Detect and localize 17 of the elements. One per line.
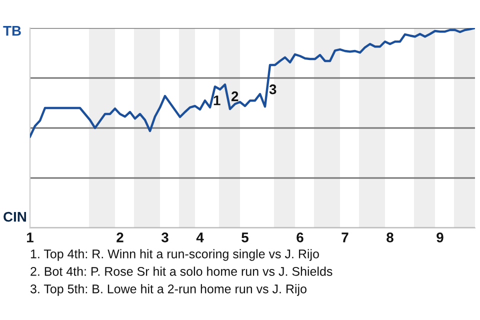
text: CIN [4, 212, 26, 222]
annotation: 3 [269, 84, 276, 94]
text: 3. Top 5th: B. Lowe hit a 2-run home run vs J. Rijo [30, 284, 306, 296]
x-tick-label: 5 [242, 232, 248, 242]
x-tick-label: 7 [342, 232, 348, 242]
text: 2. Bot 4th: P. Rose Sr hit a solo home run vs J. Shields [30, 266, 332, 276]
x-tick-label: 1 [27, 232, 34, 242]
x-tick-label: 6 [296, 232, 304, 242]
x-tick-label: 4 [196, 232, 204, 242]
annotation: 1 [214, 96, 220, 106]
x-tick-label: 2 [116, 232, 124, 242]
annotation: 2 [231, 91, 238, 102]
x-tick-label: 8 [386, 232, 394, 242]
x-tick-label: 3 [161, 232, 168, 242]
text: 1. Top 4th: R. Winn hit a run-scoring single vs J. Rijo [30, 249, 319, 261]
x-tick-label: 9 [436, 232, 444, 242]
text: TB [3, 26, 21, 36]
